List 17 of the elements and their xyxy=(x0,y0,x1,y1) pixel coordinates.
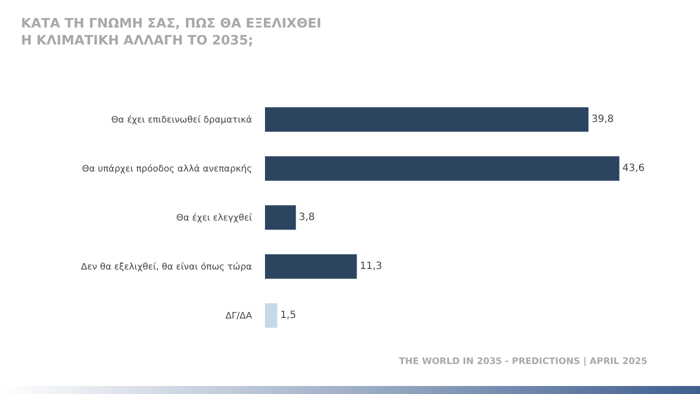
chart-title: ΚΑΤΑ ΤΗ ΓΝΩΜΗ ΣΑΣ, ΠΩΣ ΘΑ ΕΞΕΛΙΧΘΕΙ Η ΚΛΙΜΑΤΙΚΗ ΑΛΛΑΓΗ ΤΟ 2035; xyxy=(21,16,322,48)
y-tick-label: Θα έχει ελεγχθεί xyxy=(176,212,252,224)
y-tick-label: Θα υπάρχει πρόοδος αλλά ανεπαρκής xyxy=(82,164,252,175)
data-label: 1,5 xyxy=(280,310,296,321)
y-tick-label: Θα έχει επιδεινωθεί δραματικά xyxy=(111,114,252,126)
bar xyxy=(265,254,357,279)
y-tick-label: ΔΓ/ΔΑ xyxy=(225,312,253,322)
data-label: 43,6 xyxy=(622,163,645,174)
data-label: 3,8 xyxy=(298,212,315,223)
bar xyxy=(265,107,588,132)
text: THE WORLD IN 2035 - PREDICTIONS | APRIL 2025 xyxy=(399,357,648,367)
bar xyxy=(265,205,296,230)
data-label: 11,3 xyxy=(360,261,382,272)
bar xyxy=(265,156,620,181)
y-tick-label: Δεν θα εξελιχθεί, θα είναι όπως τώρα xyxy=(81,262,252,273)
bar xyxy=(265,303,278,328)
data-label: 39,8 xyxy=(591,114,614,125)
